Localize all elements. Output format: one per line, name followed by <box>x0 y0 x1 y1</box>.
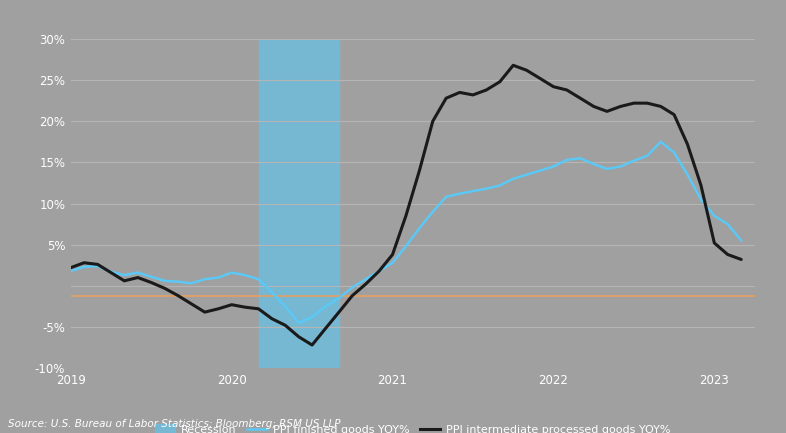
Text: Source: U.S. Bureau of Labor Statistics; Bloomberg; RSM US LLP: Source: U.S. Bureau of Labor Statistics;… <box>8 419 340 429</box>
Legend: Recession, PPI finished goods YOY%, PPI intermediate processed goods YOY%: Recession, PPI finished goods YOY%, PPI … <box>155 424 670 433</box>
Bar <box>259 39 340 368</box>
